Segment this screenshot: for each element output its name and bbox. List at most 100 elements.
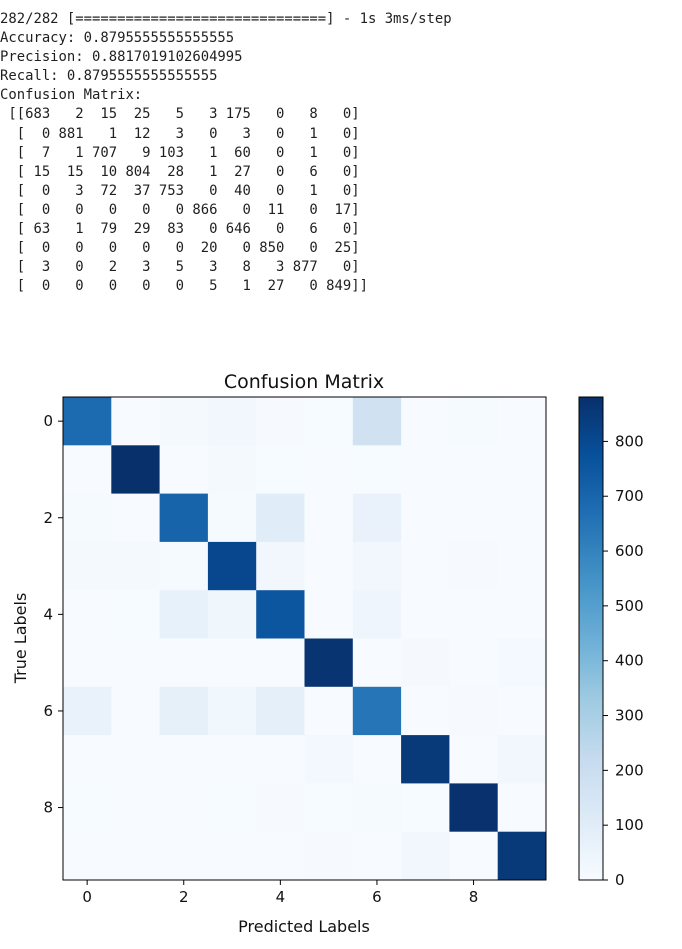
heatmap-cell [256,686,305,736]
heatmap-cell [159,541,209,591]
colorbar-tick-label: 700 [615,487,644,505]
console-output: 282/282 [==============================]… [0,10,682,296]
matrix-row: [ 0 0 0 0 0 5 1 27 0 849]] [0,278,368,295]
heatmap-cell [401,831,450,881]
heatmap-cell [449,735,499,784]
heatmap-cell [159,831,209,881]
progress-line: 282/282 [==============================]… [0,11,452,27]
x-tick-label: 8 [469,888,479,906]
matrix-row: [ 0 0 0 0 0 866 0 11 0 17] [0,201,360,218]
y-axis-label: True Labels [11,593,30,685]
heatmap-cell [304,397,354,446]
heatmap-cell [256,783,305,833]
heatmap-cell [207,638,257,688]
colorbar-tick-label: 800 [615,432,644,450]
x-tick-label: 0 [82,888,92,906]
heatmap-cell [449,831,499,881]
heatmap-cell [111,783,160,833]
heatmap-cell [159,590,209,639]
heatmap-cell [449,445,499,494]
heatmap-cell [256,493,305,543]
heatmap-cell [63,831,112,881]
heatmap-cell [497,445,547,494]
heatmap-cell [159,735,209,784]
heatmap-cell [111,686,160,736]
heatmap-cell [449,493,499,543]
heatmap-cell [111,638,160,688]
heatmap-cell [352,397,402,446]
colorbar [579,397,603,880]
heatmap-cell [497,493,547,543]
heatmap-cell [401,783,450,833]
heatmap-cell [159,783,209,833]
heatmap-cell [401,638,450,688]
matrix-row: [ 63 1 79 29 83 0 646 0 6 0] [0,221,360,238]
heatmap-cell [207,445,257,494]
heatmap-cell [401,590,450,639]
x-tick-label: 6 [372,888,382,906]
heatmap-cell [304,831,354,881]
heatmap-cell [401,493,450,543]
heatmap-cell [449,590,499,639]
heatmap-cell [304,783,354,833]
x-axis-ticks: 0 2 4 6 8 [82,880,478,906]
colorbar-tick-label: 200 [615,761,644,779]
heatmap-cell [159,445,209,494]
y-tick-label: 6 [43,702,53,720]
heatmap-cell [256,397,305,446]
heatmap-cell [401,686,450,736]
heatmap-cell [111,397,160,446]
heatmap-cell [352,493,402,543]
chart-title: Confusion Matrix [224,371,384,393]
y-tick-label: 4 [43,605,53,623]
x-tick-label: 4 [276,888,286,906]
colorbar-tick-label: 600 [615,542,644,560]
heatmap-cell [352,783,402,833]
matrix-row: [ 0 881 1 12 3 0 3 0 1 0] [0,125,360,142]
plot-frame [62,396,547,881]
heatmap-cell [304,638,354,688]
heatmap-cell [352,445,402,494]
heatmap-cell [63,590,112,639]
heatmap-cell [304,735,354,784]
heatmap-cell [63,735,112,784]
x-tick-label: 2 [179,888,189,906]
matrix-row: [ 0 0 0 0 0 20 0 850 0 25] [0,240,360,257]
y-tick-label: 0 [43,412,53,430]
matrix-row: [ 7 1 707 9 103 1 60 0 1 0] [0,144,360,161]
heatmap-cell [63,541,112,591]
heatmap-cell [111,541,160,591]
heatmap-cells [63,397,547,881]
y-axis-ticks: 0 2 4 6 8 [43,412,63,817]
heatmap-cell [352,686,402,736]
heatmap-cell [449,783,499,833]
heatmap-cell [449,541,499,591]
y-tick-label: 8 [43,799,53,817]
heatmap-cell [256,590,305,639]
heatmap-cell [352,638,402,688]
heatmap-cell [352,541,402,591]
heatmap-cell [207,493,257,543]
matrix-row: [ 0 3 72 37 753 0 40 0 1 0] [0,182,360,199]
heatmap-cell [449,686,499,736]
heatmap-cell [401,397,450,446]
heatmap-cell [207,686,257,736]
accuracy-line: Accuracy: 0.8795555555555555 [0,30,235,47]
heatmap-cell [256,638,305,688]
matrix-row: [ 15 15 10 804 28 1 27 0 6 0] [0,163,360,180]
heatmap-cell [207,783,257,833]
heatmap-cell [207,541,257,591]
heatmap-cell [111,445,160,494]
heatmap-cell [352,590,402,639]
heatmap-cell [497,638,547,688]
heatmap-cell [111,493,160,543]
heatmap-cell [352,831,402,881]
colorbar-ticks: 0 100 200 300 400 500 600 700 800 [603,432,644,889]
matrix-row: [[683 2 15 25 5 3 175 0 8 0] [0,106,360,123]
heatmap-cell [207,397,257,446]
heatmap-cell [207,831,257,881]
heatmap-cell [304,686,354,736]
confusion-matrix-chart: Confusion Matrix 0 2 4 6 8 0 2 4 6 8 Predicted L… [11,371,644,936]
heatmap-cell [401,735,450,784]
colorbar-tick-label: 300 [615,707,644,725]
